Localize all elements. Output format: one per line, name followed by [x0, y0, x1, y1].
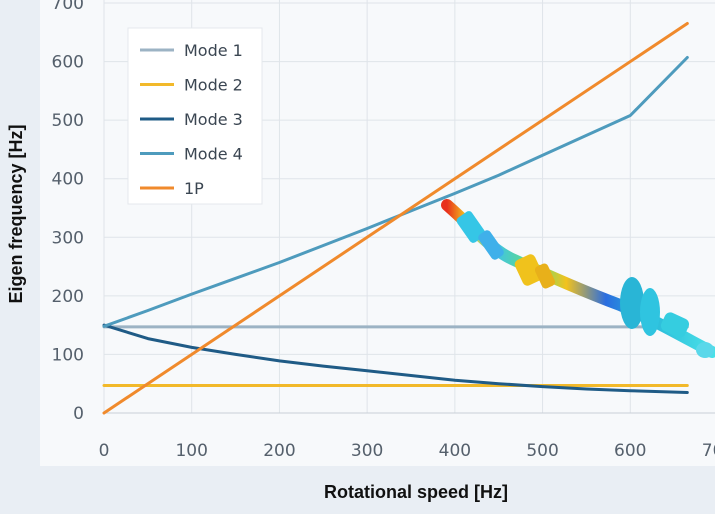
- legend-box: [127, 27, 263, 205]
- x-tick-label: 600: [614, 441, 646, 461]
- y-tick-label: 0: [73, 404, 84, 424]
- y-tick-label: 200: [52, 287, 84, 307]
- x-tick-label: 500: [526, 441, 558, 461]
- x-tick-label: 200: [263, 441, 295, 461]
- y-tick-label: 600: [52, 53, 84, 73]
- y-tick-label: 300: [52, 228, 84, 248]
- legend-label-mode-3: Mode 3: [184, 110, 243, 129]
- y-tick-label: 500: [52, 111, 84, 131]
- series-line-mode-4: [102, 56, 689, 328]
- rotor-shaft-mode-shape-image: [441, 199, 715, 358]
- axis-layer: 0 100 200 300 400 500 600 700 0 100 200 300 400 500 60…: [52, 0, 715, 461]
- x-tick-label: 100: [175, 441, 207, 461]
- series-layer: [102, 22, 689, 415]
- legend: Mode 1 Mode 2 Mode 3 Mode 4 1P: [127, 27, 263, 205]
- x-tick-label: 700: [702, 441, 715, 461]
- legend-label-mode-4: Mode 4: [184, 145, 243, 164]
- y-axis-title: Eigen frequency [Hz]: [6, 124, 26, 303]
- series-line-1p: [102, 22, 689, 415]
- legend-label-mode-2: Mode 2: [184, 76, 243, 95]
- y-tick-label: 400: [52, 170, 84, 190]
- legend-label-1p: 1P: [184, 179, 204, 198]
- legend-label-mode-1: Mode 1: [184, 41, 243, 60]
- x-tick-label: 0: [99, 441, 110, 461]
- x-tick-label: 400: [439, 441, 471, 461]
- y-tick-label: 700: [52, 0, 84, 14]
- x-tick-label: 300: [351, 441, 383, 461]
- y-tick-label: 100: [52, 345, 84, 365]
- x-axis-title: Rotational speed [Hz]: [324, 482, 508, 502]
